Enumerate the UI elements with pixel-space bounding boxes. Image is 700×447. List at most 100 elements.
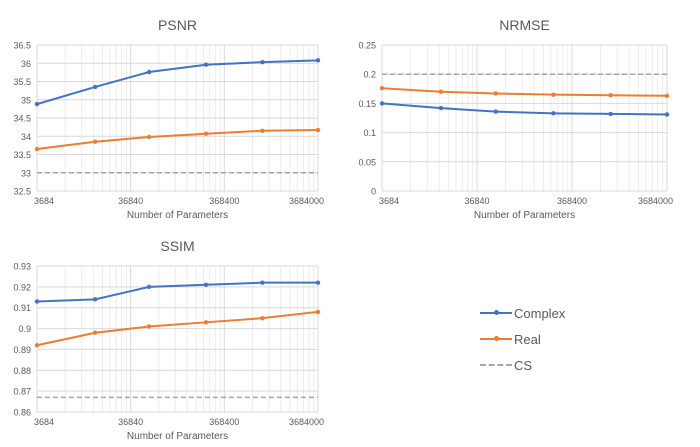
data-point [34,146,40,152]
data-point [551,111,556,116]
y-tick-label: 34.5 [13,114,31,124]
data-point [315,280,321,285]
y-tick-label: 33.5 [13,150,31,160]
series-real [34,309,321,348]
data-point [146,69,152,75]
y-tick-label: 36 [21,59,31,69]
legend-label-cs: CS [514,357,533,373]
data-point [92,84,98,90]
y-tick-label: 34 [21,132,31,142]
data-point [260,128,265,133]
legend-label-complex: Complex [514,305,566,321]
data-point [92,330,98,335]
data-point [34,343,40,348]
y-tick-label: 33 [21,168,31,178]
chart-title: NRMSE [499,17,550,33]
y-tick-label: 0.92 [13,282,31,292]
y-tick-label: 0.25 [358,41,376,51]
data-point [315,58,321,63]
series-line [36,310,319,347]
legend-swatch-cs [480,359,512,371]
x-tick-label: 368400 [209,417,239,427]
x-tick-label: 3684000 [289,417,324,427]
y-tick-label: 0.86 [13,408,31,418]
legend-swatch-complex [480,307,512,319]
data-point [92,297,98,302]
data-point [203,131,209,136]
y-tick-label: 0.15 [358,99,376,109]
x-tick-label: 3684 [34,196,54,206]
x-tick-label: 3684 [34,417,54,427]
y-tick-label: 35.5 [13,77,31,87]
legend-label-real: Real [514,331,541,347]
data-point [493,91,498,96]
series-line [36,59,319,106]
series-complex [379,101,670,117]
y-tick-label: 0.87 [13,387,31,397]
y-tick-label: 35 [21,95,31,105]
ssim-chart: SSIM 0.86 0.87 0.88 0.89 0.9 0.91 0.92 0.93 3684 3… [13,238,324,442]
data-point [664,93,670,99]
data-point [34,299,40,304]
legend-item-complex: Complex [480,300,565,326]
x-tick-label: 36840 [118,417,143,427]
series-real [34,127,321,152]
y-tick-label: 32.5 [13,187,31,197]
legend-swatch-real [480,333,512,345]
data-point [92,139,98,144]
y-tick-label: 36.5 [13,41,31,51]
data-point [664,112,670,117]
data-point [379,86,385,91]
data-point [260,315,265,321]
grid [36,265,319,413]
data-point [315,127,321,133]
y-tick-label: 0.05 [358,157,376,167]
x-axis-label: Number of Parameters [474,210,575,220]
data-point [146,284,152,290]
nrmse-chart: NRMSE 0 0.05 0.1 0.15 0.2 0.25 3684 36840 368400 3… [358,17,673,220]
y-tick-label: 0.9 [18,324,31,334]
y-tick-label: 0.1 [363,128,376,138]
y-tick-label: 0 [371,187,376,197]
series-complex [34,58,321,107]
x-tick-label: 3684 [379,196,399,206]
x-axis-label: Number of Parameters [127,431,228,442]
data-point [379,101,385,106]
series-line [381,102,668,116]
data-point [203,62,209,67]
y-tick-label: 0.2 [363,70,376,80]
data-point [438,105,444,111]
y-tick-label: 0.93 [13,262,31,272]
data-point [146,324,152,329]
data-point [260,280,265,285]
x-tick-label: 36840 [118,196,143,206]
legend-item-cs: CS [480,352,565,378]
series-line [381,87,668,97]
x-tick-label: 368400 [557,196,587,206]
y-tick-label: 0.88 [13,366,31,376]
legend: Complex Real CS [480,300,565,378]
data-point [608,111,613,117]
grid [381,44,668,192]
y-tick-label: 0.91 [13,303,31,313]
data-point [203,320,209,325]
data-point [146,134,152,140]
series-complex [34,280,321,304]
data-point [315,309,321,315]
y-tick-label: 0.89 [13,345,31,355]
x-axis-label: Number of Parameters [127,210,228,220]
data-point [493,109,498,114]
chart-title: PSNR [158,17,197,33]
data-point [438,89,444,94]
data-point [608,93,613,98]
series-real [379,86,670,99]
x-tick-label: 3684000 [638,196,673,206]
data-point [551,92,556,97]
data-point [203,282,209,287]
grid [36,44,319,192]
series-line [36,129,319,151]
data-point [34,101,40,107]
x-tick-label: 3684000 [289,196,324,206]
series-line [36,281,318,303]
legend-item-real: Real [480,326,565,352]
